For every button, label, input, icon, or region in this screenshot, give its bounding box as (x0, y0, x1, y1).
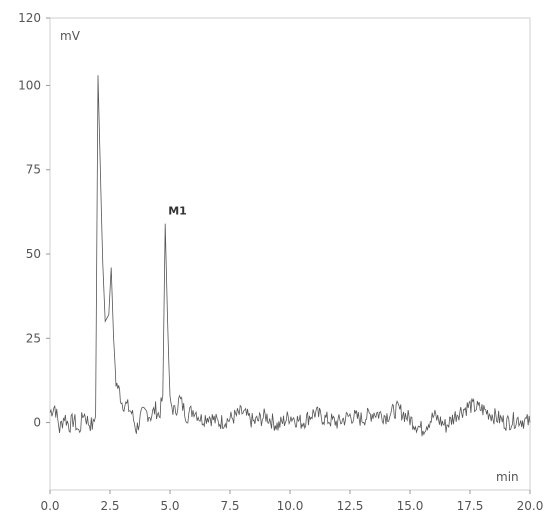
series-line (49, 75, 531, 437)
y-tick-label: 0 (33, 416, 41, 430)
y-axis-unit: mV (60, 29, 81, 43)
plot-area-border (49, 17, 531, 491)
x-tick-label: 17.5 (457, 499, 484, 513)
x-tick-label: 10.0 (277, 499, 304, 513)
axis-ticks: 0.0 2.5 5.0 7.5 10.0 12.5 15.0 17.5 20.0 0 25 50 75 1… (18, 11, 543, 513)
y-tick-label: 75 (26, 163, 41, 177)
x-axis-unit: min (496, 470, 519, 484)
y-tick-label: 100 (18, 78, 41, 92)
signal-trace (49, 75, 531, 437)
y-tick-label: 25 (26, 331, 41, 345)
x-tick-label: 0.0 (40, 499, 59, 513)
plot-frame (49, 17, 531, 491)
y-tick-label: 120 (18, 11, 41, 25)
x-tick-label: 7.5 (220, 499, 239, 513)
peak-annotations: M1 (168, 204, 187, 217)
x-tick-label: 12.5 (337, 499, 364, 513)
y-tick-label: 50 (26, 247, 41, 261)
peak-label: M1 (168, 204, 187, 217)
x-tick-label: 20.0 (517, 499, 544, 513)
x-tick-label: 15.0 (397, 499, 424, 513)
x-tick-label: 2.5 (100, 499, 119, 513)
x-tick-label: 5.0 (160, 499, 179, 513)
